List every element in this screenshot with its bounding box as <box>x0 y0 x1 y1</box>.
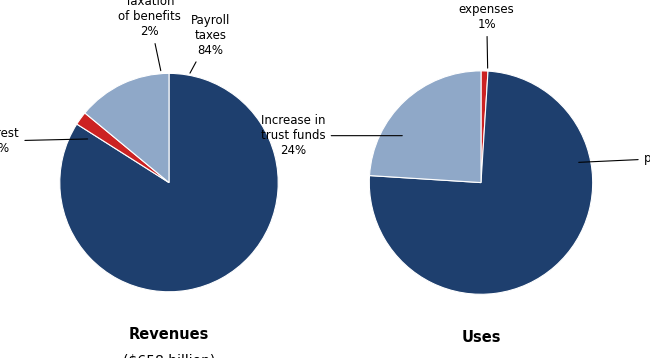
Wedge shape <box>85 73 169 183</box>
Wedge shape <box>481 71 488 183</box>
Text: Payroll
taxes
84%: Payroll taxes 84% <box>190 14 230 73</box>
Text: Interest
14%: Interest 14% <box>0 127 88 155</box>
Wedge shape <box>60 73 278 292</box>
Text: Revenues: Revenues <box>129 327 209 342</box>
Wedge shape <box>369 71 593 294</box>
Text: ($658 billion): ($658 billion) <box>123 354 215 358</box>
Text: Benefit
payments
75%: Benefit payments 75% <box>578 136 650 179</box>
Text: Uses: Uses <box>462 330 501 345</box>
Text: Taxation
of benefits
2%: Taxation of benefits 2% <box>118 0 181 71</box>
Wedge shape <box>369 71 481 183</box>
Text: Increase in
trust funds
24%: Increase in trust funds 24% <box>261 114 402 157</box>
Text: Administrative
expenses
1%: Administrative expenses 1% <box>443 0 530 68</box>
Wedge shape <box>77 113 169 183</box>
